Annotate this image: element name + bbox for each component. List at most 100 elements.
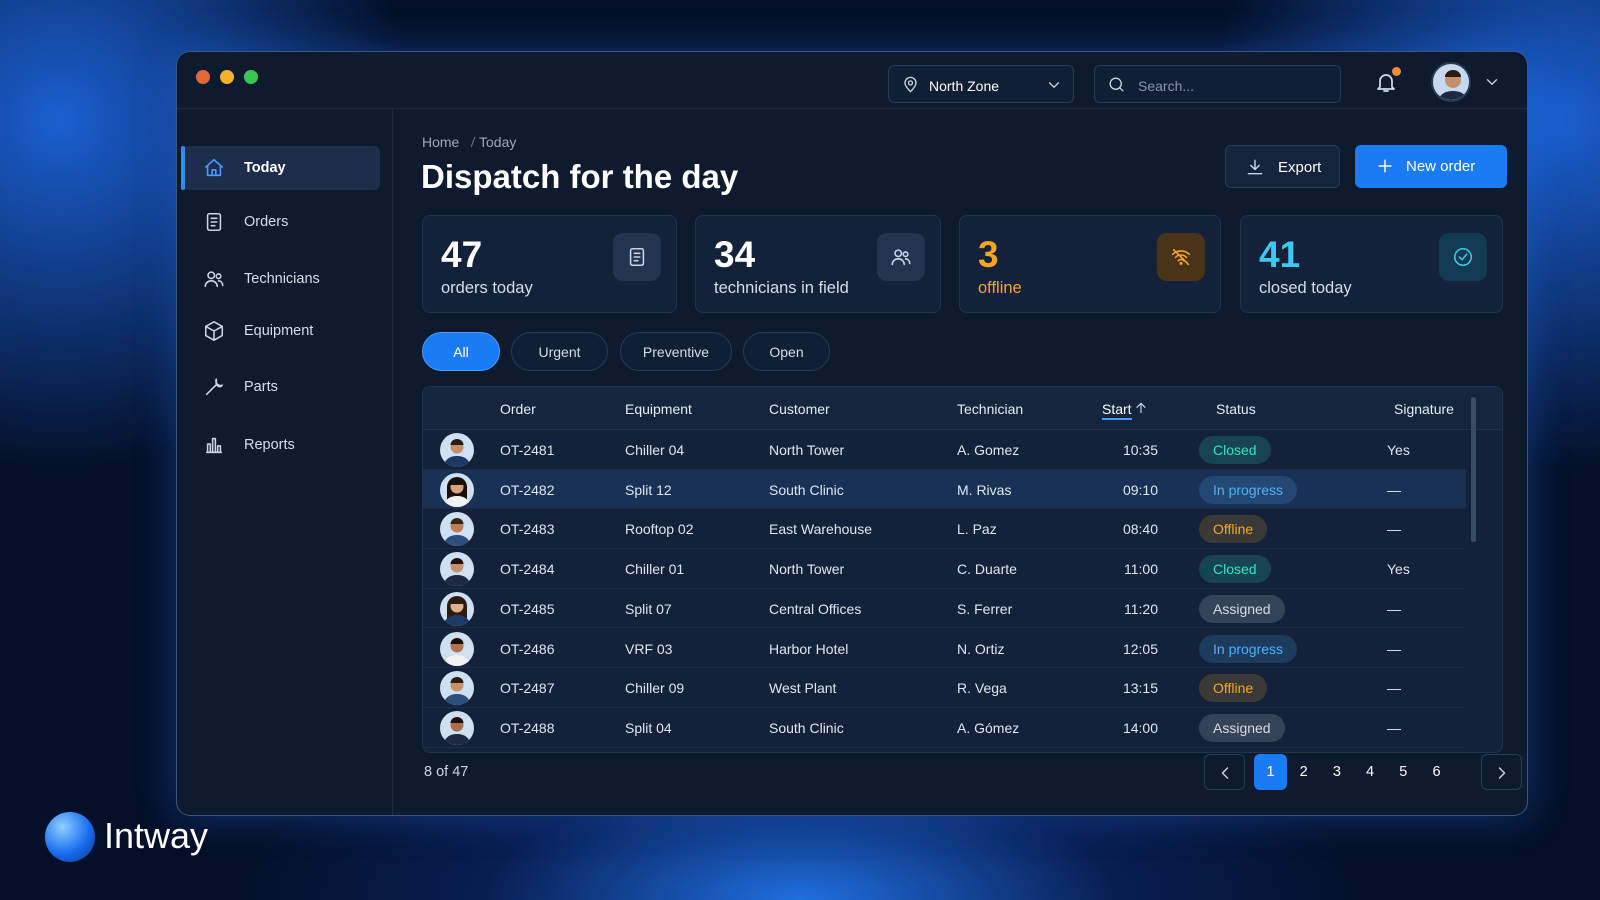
status-badge: Closed: [1199, 436, 1271, 464]
avatar-graphic: [443, 476, 471, 507]
technician-avatar: [440, 433, 474, 467]
page-button[interactable]: 6: [1420, 754, 1453, 790]
table-row[interactable]: OT-2484 Chiller 01 North Tower C. Duarte 11:…: [423, 549, 1466, 589]
export-label: Export: [1278, 159, 1322, 176]
export-button[interactable]: Export: [1225, 145, 1340, 188]
icon: [1107, 75, 1126, 99]
next-page[interactable]: [1481, 754, 1522, 790]
column-header[interactable]: Start: [1102, 402, 1132, 420]
nav-item[interactable]: Technicians: [181, 257, 380, 301]
stat-label: closed today: [1259, 279, 1352, 297]
window-control[interactable]: [220, 70, 234, 84]
page-number: 1: [1266, 764, 1275, 780]
result-count: 8 of 47: [424, 764, 469, 780]
column-header[interactable]: Order: [500, 401, 536, 417]
cell: —: [1387, 719, 1401, 736]
status-badge: In progress: [1199, 634, 1298, 663]
nav-item[interactable]: Parts: [181, 365, 380, 409]
cell: West Plant: [769, 680, 837, 697]
cell: L. Paz: [957, 521, 997, 538]
cell: Split 07: [625, 600, 672, 617]
icon: [203, 211, 225, 238]
previous-page[interactable]: [1204, 754, 1245, 790]
stat-card: 47 orders today: [422, 215, 677, 313]
zone-label: North Zone: [929, 78, 1000, 94]
stat-value: 41: [1259, 234, 1301, 275]
technician-avatar: [440, 631, 474, 666]
table-row[interactable]: OT-2485 Split 07 Central Offices S. Ferrer 1…: [423, 589, 1466, 629]
page-number: 3: [1332, 764, 1341, 780]
column-header[interactable]: Signature: [1394, 401, 1454, 417]
orders-table: Order Equipment Customer Technician Start Sta…: [422, 386, 1503, 753]
table-row[interactable]: OT-2481 Chiller 04 North Tower A. Gomez 10:3…: [423, 430, 1466, 470]
nav-label: Parts: [244, 379, 278, 395]
cell: OT-2485: [500, 600, 555, 617]
cell: 12:05: [1122, 640, 1158, 657]
icon: [466, 135, 480, 154]
page-button[interactable]: 4: [1354, 754, 1387, 790]
column-header[interactable]: Status: [1216, 401, 1256, 417]
filter-chip[interactable]: All: [422, 332, 500, 371]
active-indicator: [181, 146, 185, 190]
search-input[interactable]: Search...: [1094, 65, 1341, 103]
nav-item[interactable]: Equipment: [181, 309, 380, 353]
window-control[interactable]: [244, 70, 258, 84]
breadcrumb-link[interactable]: Home: [422, 134, 460, 150]
stat-icon: [613, 233, 661, 281]
new-order-button[interactable]: New order: [1355, 145, 1507, 188]
table-row[interactable]: OT-2488 Split 04 South Clinic A. Gómez 14:00…: [423, 708, 1466, 748]
nav-item[interactable]: Orders: [181, 200, 380, 244]
table-row[interactable]: OT-2483 Rooftop 02 East Warehouse L. Paz 08:…: [423, 509, 1466, 550]
table-header: [423, 387, 1502, 430]
page-button[interactable]: 3: [1320, 754, 1353, 790]
filter-chip[interactable]: Urgent: [511, 332, 608, 371]
column-header[interactable]: Equipment: [625, 401, 692, 417]
cell: East Warehouse: [769, 521, 872, 538]
column-header[interactable]: Customer: [769, 401, 830, 417]
filter-chip[interactable]: Preventive: [620, 332, 732, 371]
icon-graphic: [204, 158, 224, 177]
table-row[interactable]: OT-2482 Split 12 South Clinic M. Rivas 09:10…: [423, 469, 1466, 510]
icon: [890, 246, 912, 273]
column-header[interactable]: Technician: [957, 401, 1024, 417]
page-button[interactable]: 1: [1254, 754, 1287, 790]
icon: [1245, 157, 1265, 182]
stat-label: technicians in field: [714, 279, 849, 297]
cell: 09:10: [1122, 481, 1158, 498]
status-badge: Assigned: [1199, 594, 1285, 623]
icon-graphic: [470, 136, 476, 148]
cell: —: [1387, 600, 1401, 617]
table-row[interactable]: OT-2486 VRF 03 Harbor Hotel N. Ortiz 12:05 In…: [423, 629, 1466, 669]
cell: —: [1387, 640, 1401, 657]
icon: [1492, 763, 1512, 788]
icon-graphic: [891, 249, 911, 266]
cell: South Clinic: [769, 481, 844, 498]
table-row[interactable]: OT-2487 Chiller 09 West Plant R. Vega 13:15 O…: [423, 668, 1466, 708]
page-button[interactable]: 2: [1287, 754, 1320, 790]
cell: 13:15: [1122, 680, 1158, 697]
filter-chip[interactable]: Open: [743, 332, 830, 371]
sidebar-divider: [392, 109, 393, 815]
cell: Central Offices: [769, 600, 862, 617]
cell: Split 12: [625, 481, 672, 498]
nav-item[interactable]: Today: [181, 146, 380, 190]
icon-graphic: [206, 212, 222, 232]
technician-avatar: [440, 710, 474, 745]
filter-label: Open: [769, 344, 804, 360]
zone-select[interactable]: North Zone: [888, 65, 1074, 103]
icon-graphic: [1136, 402, 1146, 414]
cell: North Tower: [769, 442, 845, 458]
cell: R. Vega: [957, 680, 1007, 697]
stat-value: 47: [441, 234, 483, 275]
nav-item[interactable]: Reports: [181, 423, 380, 467]
user-avatar[interactable]: [1431, 62, 1471, 102]
icon-graphic: [205, 437, 223, 454]
stat-value: 3: [978, 234, 999, 275]
page-button[interactable]: 5: [1387, 754, 1420, 790]
window-control[interactable]: [196, 70, 210, 84]
filter-label: Preventive: [642, 344, 710, 360]
stat-value: 34: [714, 234, 756, 275]
icon: [1374, 70, 1398, 99]
cell: C. Duarte: [957, 561, 1017, 578]
